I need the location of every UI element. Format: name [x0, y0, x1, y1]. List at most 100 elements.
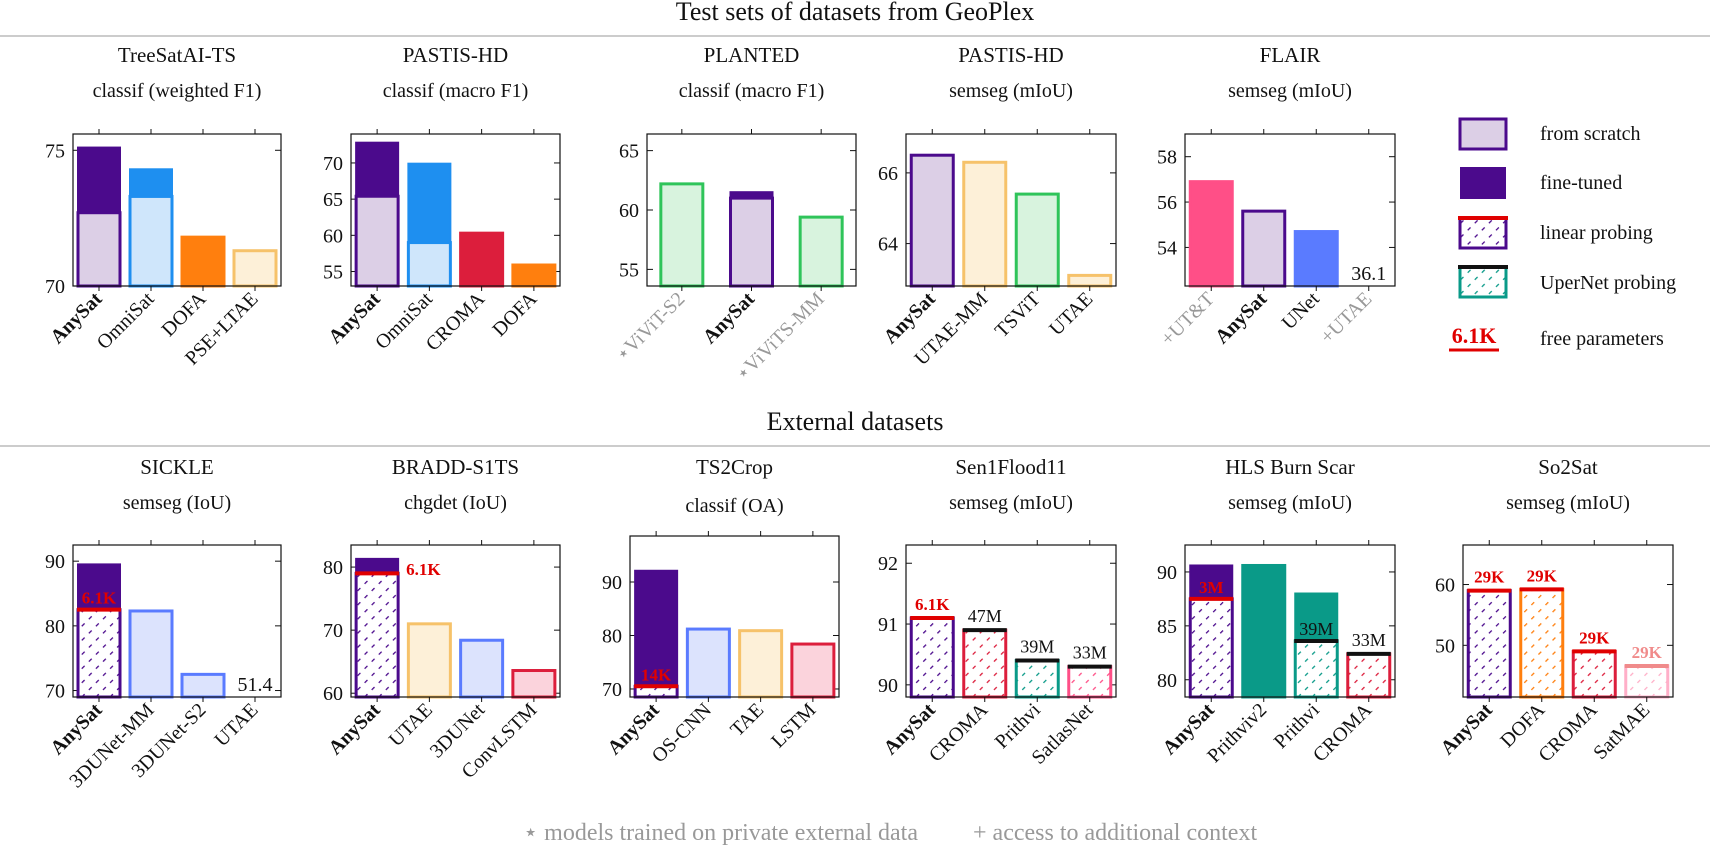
bar-param-annotation: 33M [1352, 630, 1386, 650]
bar-omnisat [128, 168, 174, 288]
x-tick-label: OmniSat [93, 288, 159, 354]
chart-title: TS2Crop [696, 455, 773, 479]
bar-param-annotation: 29K [1579, 628, 1610, 647]
chart-title: Sen1Flood11 [955, 455, 1066, 479]
bar-main-segment [459, 638, 505, 699]
bar-param-annotation: 14K [641, 665, 672, 684]
y-tick-label: 90 [45, 551, 65, 573]
chart-title: BRADD-S1TS [392, 455, 519, 479]
bar-param-annotation: 29K [1474, 568, 1505, 587]
bar-utae [1067, 273, 1113, 288]
bar-anysat [729, 191, 774, 288]
bar--ut-t [1188, 180, 1234, 288]
y-tick-label: 55 [619, 259, 639, 281]
bar-anysat [909, 153, 955, 288]
chart-title: FLAIR [1260, 43, 1321, 67]
bar-param-annotation: 6.1K [82, 589, 117, 608]
bar-croma [459, 231, 505, 288]
chart-title: PASTIS-HD [403, 43, 508, 67]
x-tick-label: AnySat [1436, 699, 1497, 760]
x-tick-label: ⋆ViViT-S2 [611, 288, 689, 366]
bar--vivit-s2 [659, 182, 705, 288]
bar-main-segment [511, 263, 557, 288]
chart-subtitle: classif (weighted F1) [93, 80, 262, 102]
chart-subtitle: semseg (mIoU) [1228, 80, 1352, 102]
bar-main-segment [1571, 649, 1617, 699]
bar-main-segment [909, 616, 955, 699]
bar-anysat: 6.1K [354, 557, 441, 699]
x-tick-label: AnySat [699, 288, 760, 349]
section-title-top: Test sets of datasets from GeoPlex [676, 0, 1035, 26]
x-tick-label: CROMA [1534, 699, 1602, 767]
bar-main-segment [685, 627, 731, 699]
bar-param-annotation: 33M [1073, 643, 1107, 663]
bar-main-segment [406, 241, 452, 288]
bar-dofa [180, 235, 226, 288]
y-tick-label: 80 [323, 557, 343, 579]
bar-satlasnet: 33M [1067, 643, 1113, 699]
bar-main-segment [354, 194, 400, 288]
x-tick-label: DOFA [488, 288, 541, 341]
y-tick-label: 55 [323, 262, 343, 284]
legend: from scratch fine-tuned linear probing U… [1449, 117, 1676, 352]
chart-subtitle: semseg (mIoU) [949, 492, 1073, 514]
bar-param-annotation: 47M [968, 606, 1002, 626]
bar-utae [406, 622, 452, 699]
bar-omnisat [406, 162, 452, 288]
legend-label-free-params: free parameters [1540, 328, 1664, 350]
bar-main-segment [1519, 587, 1565, 699]
bar-os-cnn [685, 627, 731, 699]
bar-croma: 47M [962, 606, 1008, 699]
bar-anysat: 6.1K [76, 563, 122, 699]
chart-frame [72, 544, 282, 698]
bar-prithvi: 39M [1293, 592, 1339, 699]
chart-frame [350, 544, 561, 698]
bar-main-segment [1346, 652, 1392, 699]
bar-croma: 29K [1571, 628, 1617, 699]
bar-unet [1293, 230, 1339, 288]
bar-param-annotation: 29K [1527, 566, 1558, 585]
bar-main-segment [1466, 589, 1512, 699]
bar-main-segment [1188, 597, 1234, 699]
bar-prithvi: 39M [1014, 637, 1060, 699]
bar-3dunet [459, 638, 505, 699]
y-tick-label: 85 [1157, 616, 1177, 638]
bar-upper-segment [129, 168, 173, 198]
legend-swatch-fine-tuned [1460, 167, 1506, 199]
bar-satmae: 29K [1624, 643, 1670, 699]
chart-frame [350, 133, 561, 287]
bar-main-segment [790, 642, 836, 699]
footer-star-note: ⋆ models trained on private external dat… [523, 820, 918, 846]
chart-subtitle: classif (OA) [685, 495, 783, 517]
bar-anysat: 29K [1466, 568, 1512, 699]
y-tick-label: 58 [1157, 147, 1177, 169]
chart-frame [72, 133, 282, 287]
y-tick-label: 60 [619, 200, 639, 222]
bar-main-segment [180, 235, 226, 288]
bar-main-segment [1241, 209, 1287, 288]
bar-main-segment [1293, 639, 1339, 699]
legend-swatch-linear-probing [1458, 216, 1508, 250]
bar-param-annotation: 29K [1632, 643, 1663, 662]
bar-3dunet-s2 [180, 672, 226, 699]
y-tick-label: 60 [1435, 575, 1455, 597]
chart-subtitle: classif (macro F1) [383, 80, 529, 102]
y-tick-label: 70 [323, 153, 343, 175]
bar-value-label: 36.1 [1351, 263, 1386, 285]
bar-anysat [1241, 209, 1287, 288]
bar-anysat: 14K [633, 569, 679, 699]
bar-main-segment [962, 160, 1008, 288]
bar-main-segment [511, 669, 557, 699]
section-title-bottom: External datasets [767, 407, 944, 436]
bar-upper-segment [77, 563, 121, 611]
y-tick-label: 50 [1435, 635, 1455, 657]
y-tick-label: 70 [45, 276, 65, 298]
y-tick-label: 92 [878, 553, 898, 575]
chart-frame [629, 535, 840, 698]
chart-frame [1462, 544, 1674, 698]
bar-upper-segment [1294, 592, 1339, 642]
bar-main-segment [232, 249, 278, 288]
